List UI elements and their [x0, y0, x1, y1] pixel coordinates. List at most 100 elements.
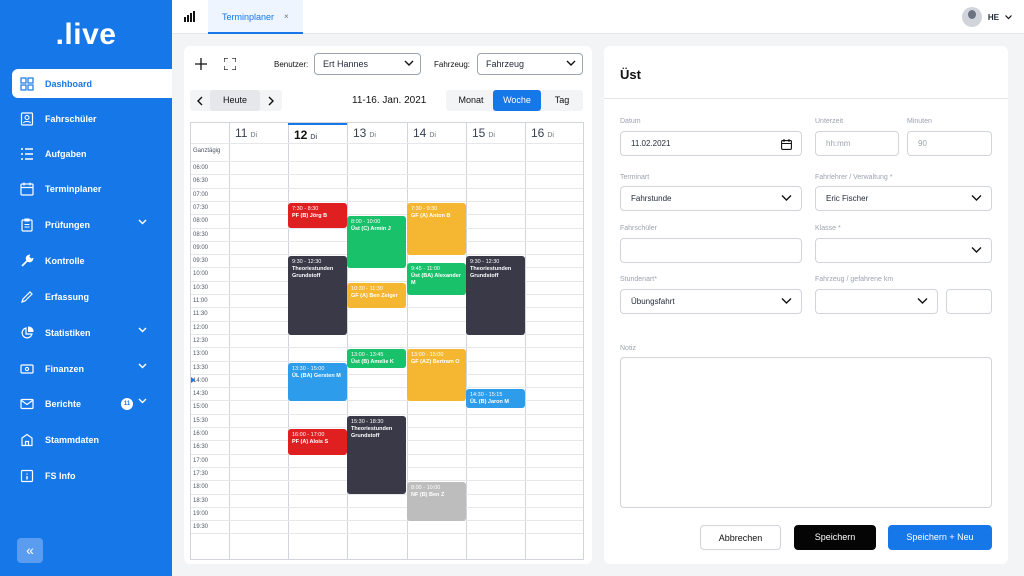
sidebar-item-label: Prüfungen: [45, 220, 90, 230]
grid-row-line: [191, 143, 583, 144]
calendar-event[interactable]: 8:00 - 10:00 NF (B) Ben Z: [407, 482, 466, 522]
sidebar-item-label: Kontrolle: [45, 256, 85, 266]
day-header[interactable]: 12 Di: [288, 123, 347, 143]
time-label: 16:00: [193, 431, 209, 437]
klasse-select[interactable]: [815, 238, 992, 263]
sidebar-item-erfassung[interactable]: Erfassung: [12, 282, 172, 312]
unterzeit-field[interactable]: hh:mm: [815, 131, 899, 156]
chevron-down-icon[interactable]: [138, 363, 147, 369]
time-label: 12:00: [193, 324, 209, 331]
today-button[interactable]: Heute: [210, 90, 260, 111]
calendar-event[interactable]: 9:30 - 12:30 Theoriestunden Grundstoff: [288, 256, 347, 335]
current-time-marker: [191, 376, 195, 383]
sidebar-item-aufgaben[interactable]: Aufgaben: [12, 139, 172, 169]
event-time: 7:30 - 9:30: [411, 205, 438, 212]
fahrschueler-field[interactable]: [620, 238, 802, 263]
day-header[interactable]: 15 Di: [466, 123, 525, 143]
calendar-event[interactable]: 13:00 - 13:45 Üst (B) Amelie K: [347, 349, 406, 369]
stundenart-value: Übungsfahrt: [631, 297, 675, 306]
event-title: PF (A) Alois S: [292, 439, 329, 445]
fahrzeug-select[interactable]: Fahrzeug: [477, 53, 583, 75]
calendar-event[interactable]: 9:30 - 12:30 Theoriestunden Grundstoff: [466, 256, 525, 335]
event-title: GF (AZ) Bertram O: [411, 359, 460, 366]
sidebar-item-fs-info[interactable]: FS Info: [12, 461, 172, 491]
sidebar-item-finanzen[interactable]: Finanzen: [12, 354, 172, 384]
calendar-event[interactable]: 8:00 - 10:00 Üst (C) Armin J: [347, 216, 406, 269]
terminart-select[interactable]: Fahrstunde: [620, 186, 802, 211]
chevron-down-icon[interactable]: [138, 219, 147, 225]
sidebar-item-prüfungen[interactable]: Prüfungen: [12, 210, 172, 240]
day-header[interactable]: 14 Di: [407, 123, 466, 143]
minuten-field[interactable]: 90: [907, 131, 992, 156]
day-header[interactable]: 16 Di: [525, 123, 583, 143]
benutzer-select[interactable]: Ert Hannes: [314, 53, 421, 75]
chevron-left-icon[interactable]: [197, 96, 203, 106]
view-week[interactable]: Woche: [493, 90, 541, 111]
user-menu[interactable]: HE: [961, 7, 1012, 27]
view-day[interactable]: Tag: [554, 95, 570, 105]
calendar-event[interactable]: 16:00 - 17:00 PF (A) Alois S: [288, 429, 347, 455]
stundenart-select[interactable]: Übungsfahrt: [620, 289, 802, 314]
calendar-event[interactable]: 15:30 - 18:30 Theoriestunden Grundstoff: [347, 415, 406, 495]
terminart-label: Terminart: [620, 174, 650, 181]
day-header[interactable]: 13 Di: [347, 123, 407, 143]
km-field[interactable]: [946, 289, 992, 314]
fahrzeug-form-select[interactable]: [815, 289, 938, 314]
pie-chart-icon: [21, 326, 34, 339]
close-tab-icon[interactable]: ×: [284, 12, 289, 21]
collapse-sidebar-button[interactable]: «: [17, 538, 43, 563]
event-time: 7:30 - 8:30: [292, 205, 319, 212]
unterzeit-label: Unterzeit: [815, 118, 844, 125]
sidebar-item-terminplaner[interactable]: Terminplaner: [12, 174, 172, 204]
weekday: Di: [369, 132, 376, 139]
datum-field[interactable]: 11.02.2021: [620, 131, 802, 156]
app-logo: .live: [55, 18, 117, 51]
fahrzeug-value: Fahrzeug: [486, 59, 525, 69]
time-label: 08:00: [193, 218, 209, 225]
calendar-event[interactable]: 13:30 - 15:00 ÜL (BA) Gersten M: [288, 362, 347, 402]
chevron-down-icon[interactable]: [138, 398, 147, 404]
sidebar-item-stammdaten[interactable]: Stammdaten: [12, 425, 172, 455]
time-label: 18:30: [193, 497, 209, 504]
add-icon[interactable]: [195, 58, 207, 70]
grid-row-line: [191, 520, 583, 522]
time-label: 13:00: [193, 351, 209, 358]
fahrlehrer-select[interactable]: Eric Fischer: [815, 186, 992, 211]
calendar-event[interactable]: 10:30 - 11:30 GF (A) Ben Zeiger: [347, 282, 406, 309]
event-time: 16:00 - 17:00: [292, 432, 325, 438]
chevron-down-icon[interactable]: [138, 327, 147, 333]
time-label: 09:00: [193, 244, 209, 251]
save-new-button[interactable]: Speichern + Neu: [888, 525, 992, 550]
calendar-icon[interactable]: [781, 139, 792, 150]
day-header[interactable]: 11 Di: [229, 123, 288, 143]
notiz-textarea[interactable]: [620, 357, 992, 508]
calendar-event[interactable]: 7:30 - 9:30 GF (A) Anton B: [407, 202, 466, 256]
calendar-event[interactable]: 7:30 - 8:30 PF (B) Jörg B: [288, 202, 347, 229]
weekday: Di: [488, 132, 495, 139]
sidebar-item-kontrolle[interactable]: Kontrolle: [12, 246, 172, 276]
sidebar-item-berichte[interactable]: Berichte 11: [12, 389, 172, 419]
sidebar-item-statistiken[interactable]: Statistiken: [12, 318, 172, 348]
view-month[interactable]: Monat: [458, 95, 484, 105]
calendar-event[interactable]: 9:45 - 11:00 Üst (BA) Alexander M: [407, 262, 466, 295]
grid-row-line: [191, 187, 583, 189]
fahrlehrer-label: Fahrlehrer / Verwaltung *: [815, 174, 893, 181]
sidebar-item-fahrschüler[interactable]: Fahrschüler: [12, 104, 172, 134]
event-time: 15:30 - 18:30: [351, 418, 384, 425]
notiz-label: Notiz: [620, 345, 636, 352]
tab-terminplaner[interactable]: Terminplaner ×: [208, 0, 303, 34]
grid-column-line: [407, 123, 408, 559]
calendar-event[interactable]: 13:00 - 15:00 GF (AZ) Bertram O: [407, 349, 466, 402]
calendar-event[interactable]: 14:30 - 15:15 ÜL (B) Jaron M: [466, 389, 525, 409]
cancel-button[interactable]: Abbrechen: [700, 525, 781, 550]
fullscreen-icon[interactable]: [224, 58, 236, 70]
time-label: 17:00: [193, 457, 209, 464]
chevron-right-icon[interactable]: [268, 96, 274, 106]
dashboard-icon: [20, 77, 34, 91]
datum-label: Datum: [620, 118, 641, 125]
grid-row-line: [191, 333, 583, 335]
sidebar-item-dashboard[interactable]: Dashboard: [12, 69, 172, 98]
save-button[interactable]: Speichern: [794, 525, 876, 550]
event-time: 9:30 - 12:30: [292, 259, 322, 266]
bar-chart-icon[interactable]: [184, 11, 196, 22]
